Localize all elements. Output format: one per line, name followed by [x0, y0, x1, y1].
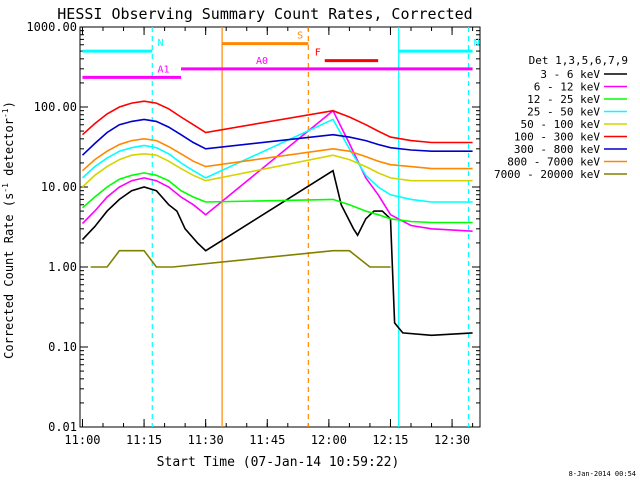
- x-tick-label: 12:00: [311, 433, 347, 447]
- x-tick-label: 11:00: [64, 433, 100, 447]
- y-axis-label-sup: -1: [1, 183, 10, 193]
- y-axis-label-main: Corrected Count Rate (s: [2, 193, 16, 359]
- legend-label: 100 - 300 keV: [514, 131, 600, 144]
- series-line: [81, 100, 473, 144]
- legend-label: 800 - 7000 keV: [507, 156, 600, 169]
- flag-label: S: [297, 31, 303, 42]
- series-line: [81, 169, 473, 337]
- legend-title: Det 1,3,5,6,7,9: [529, 54, 628, 67]
- x-tick-label: 12:15: [372, 433, 408, 447]
- series-line: [81, 152, 473, 188]
- chart-title: HESSI Observing Summary Count Rates, Cor…: [57, 5, 472, 23]
- series-line: [81, 137, 473, 172]
- flag-label: A1: [157, 64, 169, 75]
- y-tick-label: 10.00: [41, 180, 77, 194]
- y-tick-label: 0.10: [48, 340, 77, 354]
- flag-label: N: [474, 38, 480, 49]
- legend-label: 50 - 100 keV: [521, 118, 601, 131]
- legend-label: 7000 - 20000 keV: [494, 168, 600, 181]
- y-tick-label: 100.00: [34, 100, 77, 114]
- series-line: [81, 118, 473, 156]
- series-line: [90, 249, 391, 268]
- y-tick-label: 0.01: [48, 420, 77, 434]
- series-line: [81, 172, 473, 224]
- flag-label: F: [315, 48, 321, 59]
- series-line: [81, 109, 473, 232]
- flag-label: A0: [256, 56, 268, 67]
- y-tick-label: 1000.00: [26, 20, 77, 34]
- series-line: [81, 118, 473, 203]
- legend-label: 25 - 50 keV: [527, 106, 600, 119]
- y-tick-label: 1.00: [48, 260, 77, 274]
- x-tick-label: 11:15: [126, 433, 162, 447]
- legend-label: 300 - 800 keV: [514, 143, 600, 156]
- y-axis-label-sup2: -1: [1, 108, 10, 118]
- x-axis-label: Start Time (07-Jan-14 10:59:22): [157, 455, 400, 470]
- plot-frame: [79, 26, 481, 428]
- x-tick-label: 12:30: [434, 433, 470, 447]
- x-tick-label: 11:45: [249, 433, 285, 447]
- legend-label: 12 - 25 keV: [527, 93, 600, 106]
- x-tick-label: 11:30: [188, 433, 224, 447]
- y-axis-label-end: detector: [2, 118, 16, 183]
- legend-label: 6 - 12 keV: [534, 81, 601, 94]
- footer-date: 8-Jan-2014 00:54: [569, 470, 636, 478]
- legend-label: 3 - 6 keV: [540, 68, 600, 81]
- y-axis-label: Corrected Count Rate (s-1 detector-1): [1, 101, 16, 359]
- flag-label: N: [157, 38, 163, 49]
- y-axis-label-close: ): [2, 101, 16, 108]
